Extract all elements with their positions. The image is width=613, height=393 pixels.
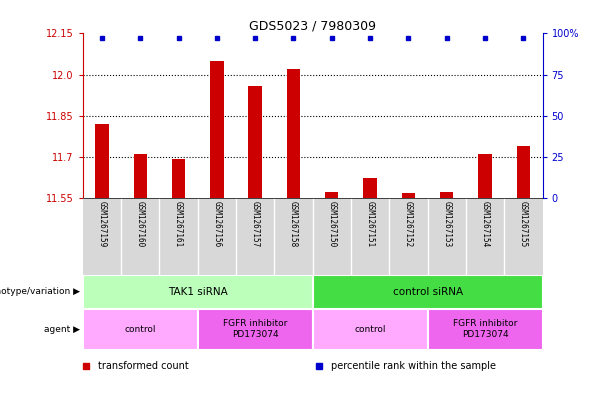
Bar xyxy=(313,309,428,350)
Text: control: control xyxy=(354,325,386,334)
Bar xyxy=(364,178,377,198)
Bar xyxy=(121,198,159,275)
Bar xyxy=(428,309,543,350)
Bar xyxy=(210,61,224,198)
Text: TAK1 siRNA: TAK1 siRNA xyxy=(168,287,227,297)
Text: GSM1267152: GSM1267152 xyxy=(404,201,413,247)
Bar xyxy=(95,124,109,198)
Text: control siRNA: control siRNA xyxy=(392,287,463,297)
Text: GSM1267150: GSM1267150 xyxy=(327,201,337,247)
Text: GSM1267160: GSM1267160 xyxy=(135,201,145,247)
Bar xyxy=(248,86,262,198)
Text: GSM1267159: GSM1267159 xyxy=(97,201,107,247)
Text: GSM1267154: GSM1267154 xyxy=(481,201,490,247)
Text: control: control xyxy=(124,325,156,334)
Bar xyxy=(389,198,428,275)
Bar xyxy=(197,309,313,350)
Bar xyxy=(236,198,275,275)
Bar xyxy=(428,198,466,275)
Bar xyxy=(402,193,415,198)
Bar xyxy=(83,275,313,309)
Bar xyxy=(466,198,504,275)
Bar xyxy=(313,275,543,309)
Bar xyxy=(440,192,454,198)
Bar xyxy=(83,309,197,350)
Bar xyxy=(172,159,185,198)
Text: GSM1267157: GSM1267157 xyxy=(251,201,260,247)
Text: GSM1267156: GSM1267156 xyxy=(212,201,221,247)
Bar xyxy=(287,69,300,198)
Text: FGFR inhibitor
PD173074: FGFR inhibitor PD173074 xyxy=(453,320,517,339)
Text: percentile rank within the sample: percentile rank within the sample xyxy=(330,361,495,371)
Text: GSM1267161: GSM1267161 xyxy=(174,201,183,247)
Bar xyxy=(517,146,530,198)
Bar xyxy=(504,198,543,275)
Bar xyxy=(325,192,338,198)
Bar xyxy=(313,198,351,275)
Text: transformed count: transformed count xyxy=(97,361,188,371)
Text: GSM1267153: GSM1267153 xyxy=(442,201,451,247)
Bar xyxy=(83,198,121,275)
Bar xyxy=(197,198,236,275)
Text: agent ▶: agent ▶ xyxy=(44,325,80,334)
Text: genotype/variation ▶: genotype/variation ▶ xyxy=(0,287,80,296)
Text: GSM1267151: GSM1267151 xyxy=(365,201,375,247)
Bar xyxy=(478,154,492,198)
Text: GSM1267158: GSM1267158 xyxy=(289,201,298,247)
Bar xyxy=(351,198,389,275)
Bar xyxy=(159,198,197,275)
Text: FGFR inhibitor
PD173074: FGFR inhibitor PD173074 xyxy=(223,320,287,339)
Bar xyxy=(134,154,147,198)
Title: GDS5023 / 7980309: GDS5023 / 7980309 xyxy=(249,19,376,32)
Text: GSM1267155: GSM1267155 xyxy=(519,201,528,247)
Bar xyxy=(275,198,313,275)
